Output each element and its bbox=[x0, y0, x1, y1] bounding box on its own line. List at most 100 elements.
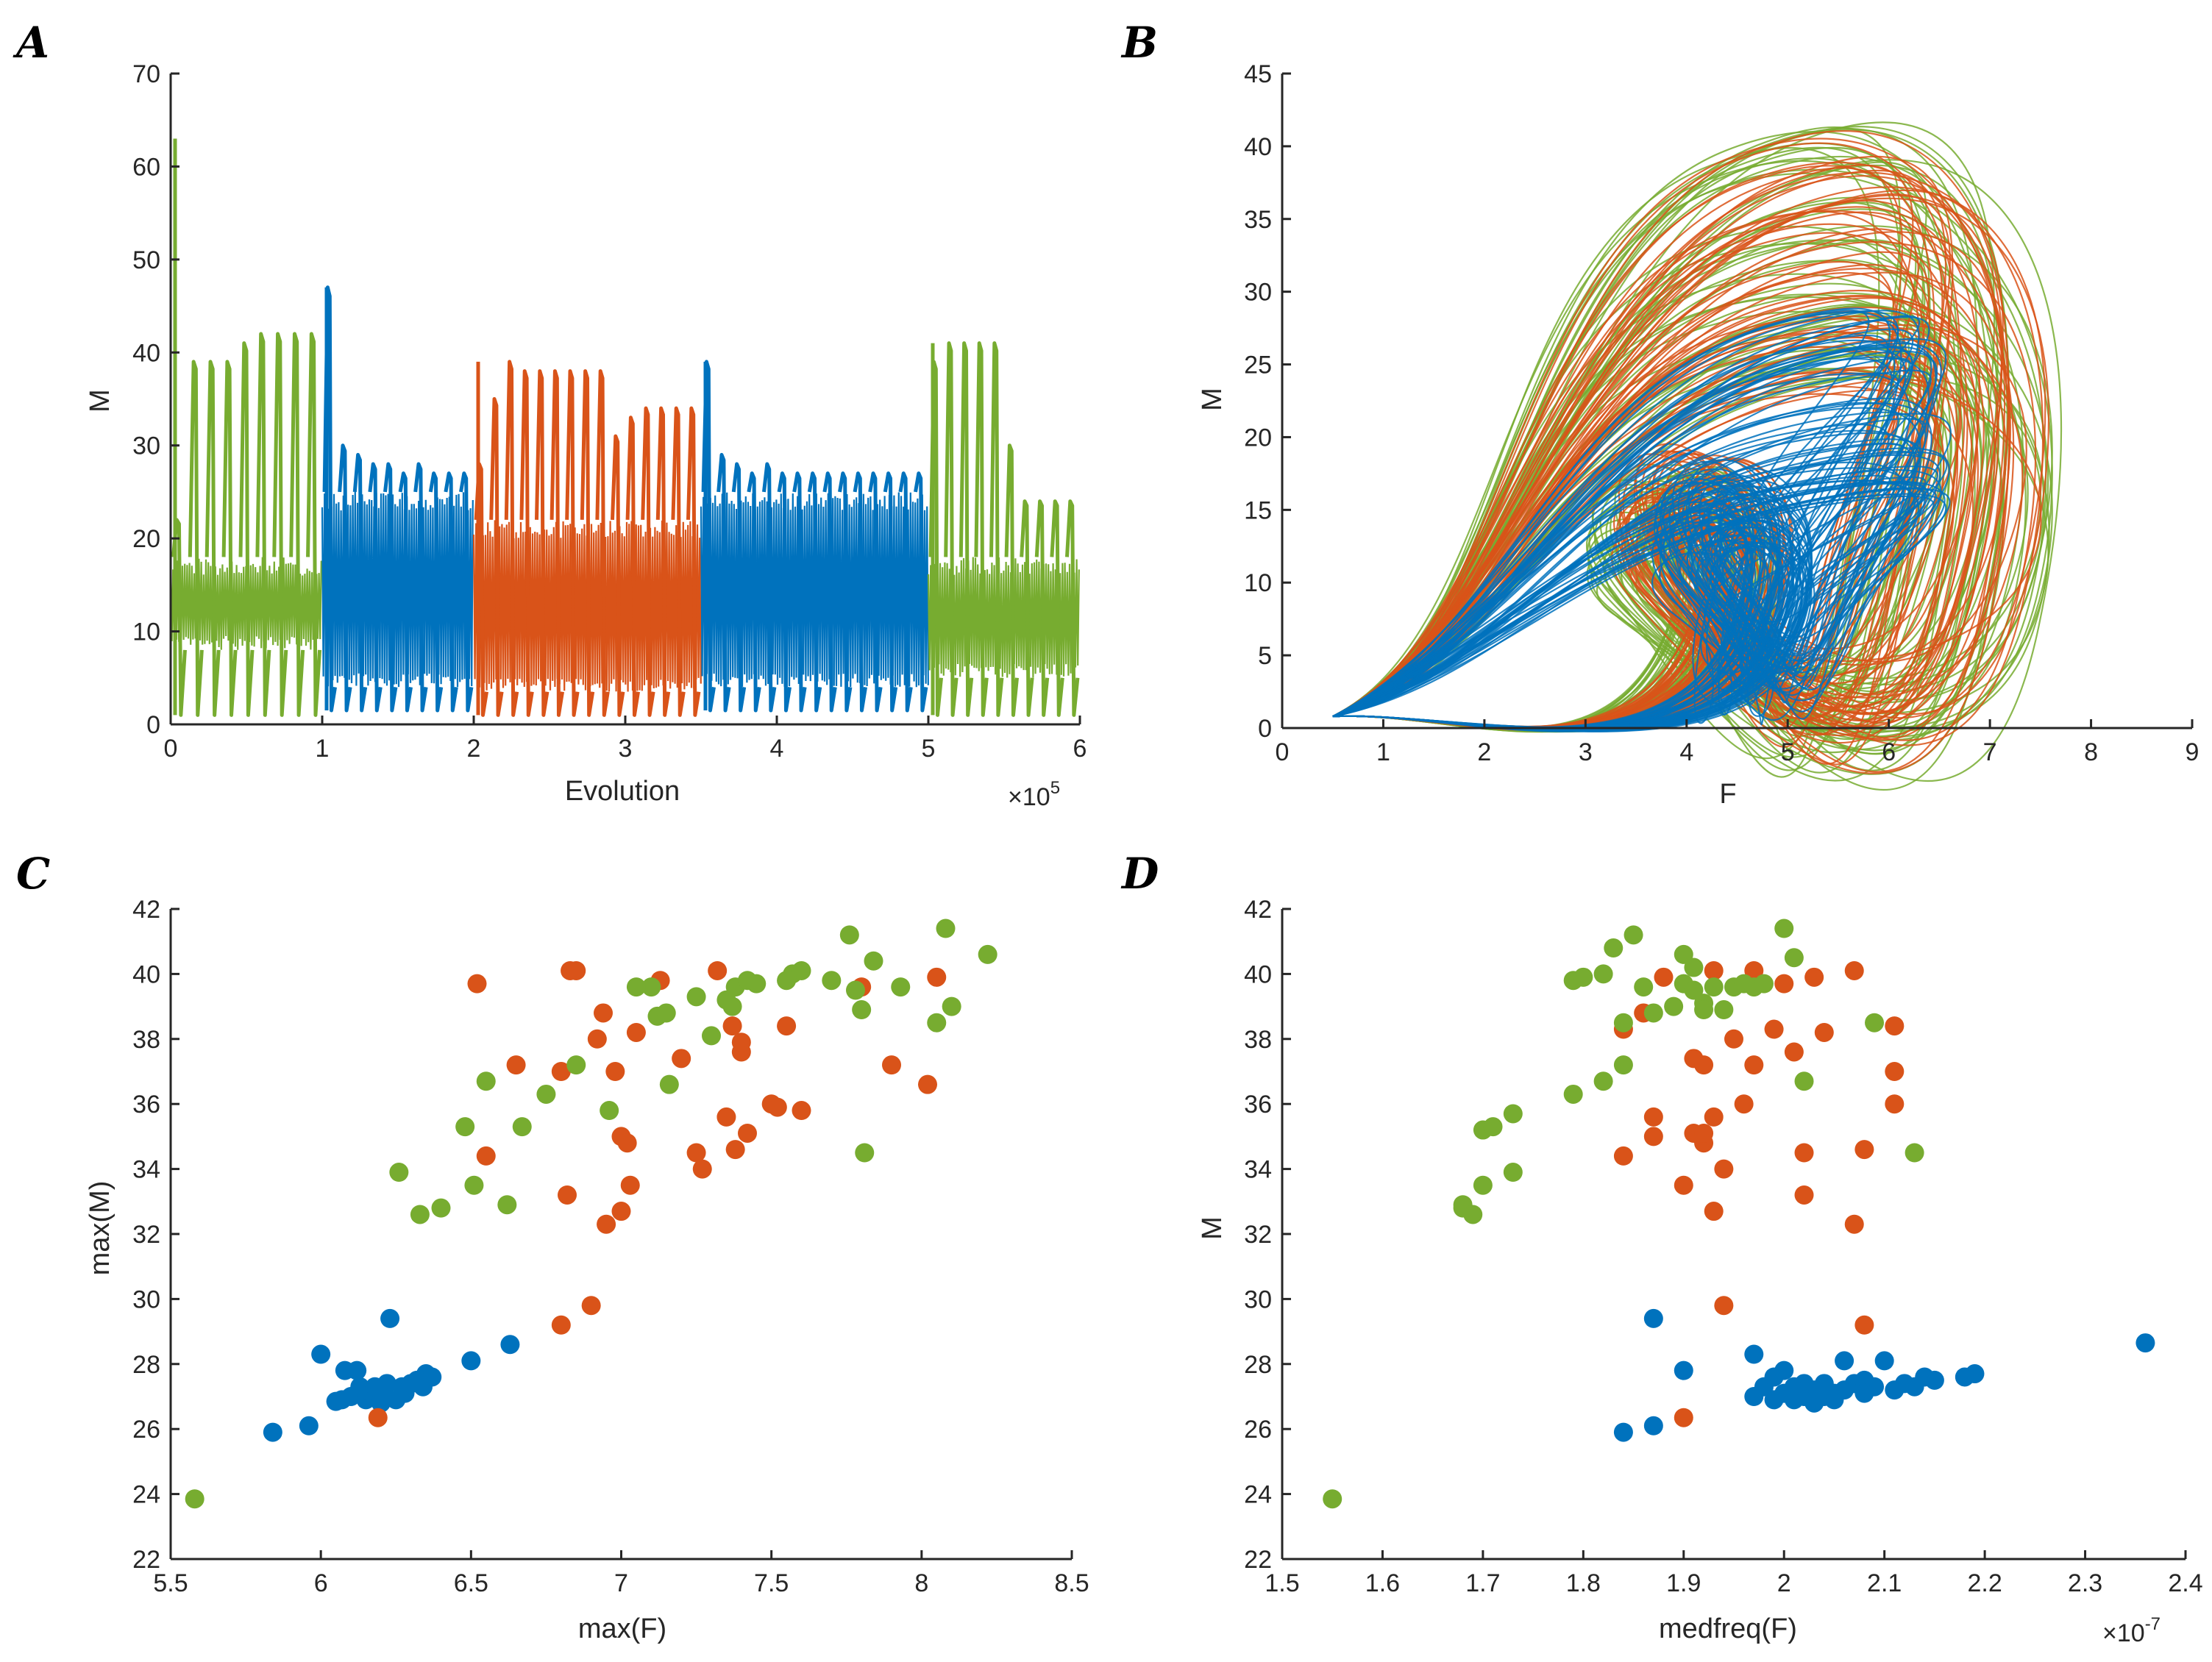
panel-d-axes: 1.5 1.6 1.7 1.8 1.9 2 2.1 2.2 2.3 2.4 22 24 26 28 30 32… bbox=[1244, 896, 2202, 1597]
scatter-point-orange bbox=[1885, 1062, 1905, 1081]
scatter-point-green bbox=[1323, 1489, 1343, 1509]
x-tick-label: 1.9 bbox=[1666, 1569, 1701, 1597]
x-tick-label: 0 bbox=[1276, 738, 1290, 766]
x-tick-label: 7 bbox=[614, 1569, 628, 1597]
scatter-point-blue bbox=[263, 1422, 282, 1442]
scatter-point-green bbox=[1794, 1071, 1814, 1091]
scatter-point-orange bbox=[882, 1055, 901, 1075]
x-tick-label: 9 bbox=[2186, 738, 2199, 766]
panel-a-burst bbox=[747, 471, 761, 713]
scatter-point-green bbox=[891, 977, 911, 997]
scatter-point-blue bbox=[347, 1360, 367, 1380]
panel-d-x-exponent-base: ×10 bbox=[2102, 1619, 2145, 1647]
scatter-point-orange bbox=[927, 967, 947, 987]
scatter-point-blue bbox=[1774, 1360, 1794, 1380]
y-tick-label: 35 bbox=[1244, 206, 1272, 234]
x-tick-label: 2 bbox=[1777, 1569, 1791, 1597]
panel-a-burst bbox=[504, 360, 519, 717]
panel-b-xlabel: F bbox=[1719, 779, 1736, 810]
panel-a-burst bbox=[1034, 499, 1050, 717]
scatter-point-orange bbox=[767, 1097, 787, 1117]
y-tick-label: 50 bbox=[132, 246, 160, 274]
y-tick-label: 10 bbox=[1244, 569, 1272, 597]
panel-b-orbit bbox=[1332, 310, 1920, 730]
panel-c-xlabel: max(F) bbox=[578, 1613, 666, 1644]
x-tick-label: 6.5 bbox=[454, 1569, 488, 1597]
panel-a-burst bbox=[1004, 443, 1019, 717]
panel-b-orbit bbox=[1332, 338, 1947, 729]
panel-a-burst bbox=[731, 462, 747, 713]
x-tick-label: 3 bbox=[619, 735, 633, 763]
panel-b-orbit bbox=[1332, 495, 1935, 732]
panel-a-burst bbox=[338, 443, 352, 713]
y-tick-label: 40 bbox=[132, 339, 160, 367]
scatter-point-orange bbox=[605, 1062, 625, 1081]
y-tick-label: 0 bbox=[146, 711, 160, 739]
panel-a-burst bbox=[762, 462, 777, 713]
scatter-point-green bbox=[1473, 1175, 1493, 1195]
scatter-point-green bbox=[1593, 964, 1613, 984]
x-tick-label: 7 bbox=[1983, 738, 1997, 766]
y-tick-label: 30 bbox=[1244, 279, 1272, 307]
y-tick-label: 24 bbox=[132, 1481, 160, 1509]
panel-a-burst bbox=[625, 416, 640, 717]
y-tick-label: 30 bbox=[132, 1285, 160, 1313]
panel-a-burst bbox=[671, 406, 686, 717]
y-tick-label: 40 bbox=[1244, 960, 1272, 988]
scatter-point-green bbox=[600, 1101, 619, 1121]
y-tick-label: 34 bbox=[1244, 1156, 1272, 1184]
panel-a-burst bbox=[898, 471, 913, 713]
scatter-point-green bbox=[1624, 925, 1643, 945]
panel-a-burst bbox=[444, 471, 458, 713]
y-tick-label: 24 bbox=[1244, 1481, 1272, 1509]
scatter-point-orange bbox=[1714, 1296, 1734, 1316]
y-tick-label: 32 bbox=[1244, 1221, 1272, 1249]
scatter-point-green bbox=[852, 1000, 872, 1020]
panel-a-burst bbox=[914, 471, 928, 713]
panel-b-orbit bbox=[1332, 210, 1921, 730]
scatter-point-green bbox=[702, 1026, 721, 1046]
panel-a-burst bbox=[1064, 499, 1080, 717]
panel-a-segment-blue bbox=[700, 360, 929, 713]
panel-d-x-exponent-power: -7 bbox=[2145, 1614, 2161, 1634]
scatter-point-orange bbox=[1704, 1202, 1724, 1221]
scatter-point-green bbox=[927, 1013, 947, 1032]
y-tick-label: 36 bbox=[1244, 1091, 1272, 1119]
panel-a-burst bbox=[807, 471, 822, 713]
panel-a-burst bbox=[519, 369, 534, 717]
scatter-point-green bbox=[864, 951, 883, 971]
scatter-point-green bbox=[1664, 996, 1684, 1016]
scatter-point-orange bbox=[1744, 960, 1764, 980]
scatter-point-orange bbox=[1674, 1408, 1693, 1427]
y-tick-label: 22 bbox=[1244, 1546, 1272, 1574]
scatter-point-green bbox=[1704, 977, 1724, 997]
panelC-series-green bbox=[185, 919, 997, 1509]
scatter-point-green bbox=[1674, 944, 1693, 964]
scatter-point-blue bbox=[461, 1351, 481, 1371]
x-tick-label: 1.5 bbox=[1265, 1569, 1299, 1597]
scatter-point-orange bbox=[1654, 967, 1674, 987]
scatter-point-blue bbox=[1613, 1422, 1633, 1442]
panel-a-segment-orange bbox=[472, 360, 702, 717]
scatter-point-orange bbox=[725, 1140, 745, 1160]
panel-a-burst bbox=[1050, 499, 1064, 717]
scatter-point-green bbox=[641, 977, 661, 997]
scatter-point-green bbox=[1503, 1163, 1523, 1183]
scatter-point-green bbox=[497, 1195, 517, 1215]
scatter-point-blue bbox=[1674, 1360, 1693, 1380]
scatter-point-green bbox=[978, 944, 997, 964]
panel-a-burst bbox=[1020, 499, 1034, 717]
y-tick-label: 26 bbox=[1244, 1416, 1272, 1444]
panel-a-burst bbox=[883, 471, 898, 713]
panel-b-orbit bbox=[1332, 482, 1930, 730]
scatter-point-orange bbox=[566, 960, 586, 980]
panel-a-xlabel: Evolution bbox=[565, 776, 680, 807]
scatter-point-orange bbox=[611, 1202, 631, 1221]
scatter-point-orange bbox=[722, 1016, 742, 1036]
scatter-point-green bbox=[1604, 938, 1624, 958]
panel-a-burst bbox=[565, 369, 580, 717]
scatter-point-green bbox=[566, 1055, 586, 1075]
panel-a-burst bbox=[610, 434, 625, 717]
scatter-point-blue bbox=[1924, 1370, 1944, 1390]
